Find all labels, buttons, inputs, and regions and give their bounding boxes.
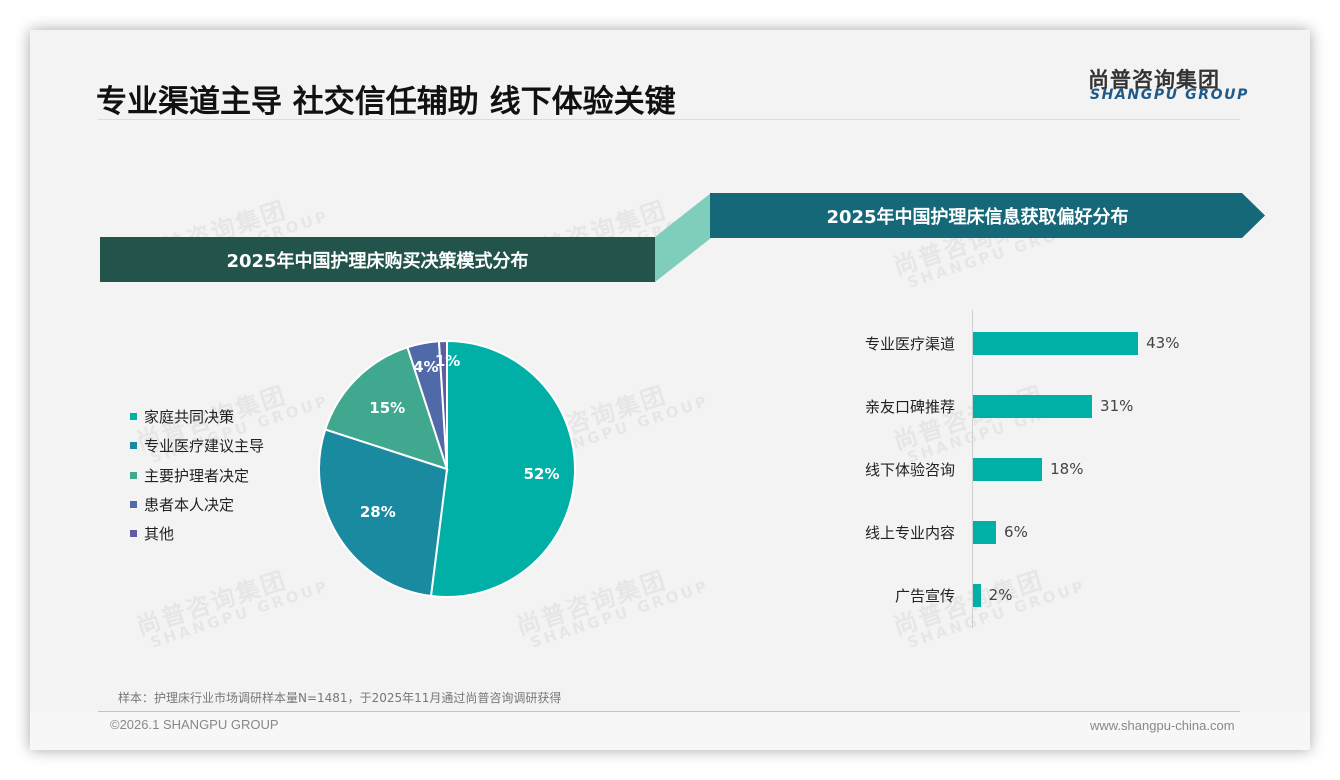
legend-label: 患者本人决定 xyxy=(144,496,235,515)
pie-slice-label: 4% xyxy=(413,358,439,377)
bar-value-label: 31% xyxy=(1100,397,1134,415)
legend-item: 主要护理者决定 xyxy=(130,461,264,490)
legend-item: 患者本人决定 xyxy=(130,490,264,519)
bar-chart-banner: 2025年中国护理床信息获取偏好分布 xyxy=(710,193,1245,238)
logo-english: SHANGPU GROUP xyxy=(1090,87,1249,103)
bar xyxy=(973,584,981,607)
bar xyxy=(973,395,1093,418)
logo-chinese: 尚普咨询集团 xyxy=(1088,68,1220,92)
bar-category-label: 广告宣传 xyxy=(894,587,955,605)
bar xyxy=(973,332,1139,355)
banner-connector xyxy=(655,193,711,282)
pie-chart-title: 2025年中国护理床购买决策模式分布 xyxy=(226,250,529,272)
legend-swatch xyxy=(130,413,137,421)
footer-divider xyxy=(98,711,1240,712)
title-divider xyxy=(98,119,1240,120)
bar-chart-banner-shape xyxy=(710,193,1265,238)
legend-item: 家庭共同决策 xyxy=(130,402,264,431)
legend-swatch xyxy=(130,471,137,479)
footer-band xyxy=(30,712,1310,750)
bar-chart-title: 2025年中国护理床信息获取偏好分布 xyxy=(826,206,1129,228)
bar-value-label: 43% xyxy=(1146,334,1180,352)
legend-swatch xyxy=(130,501,137,509)
website-link[interactable]: www.shangpu-china.com xyxy=(1090,718,1235,733)
pie-legend: 家庭共同决策 专业医疗建议主导 主要护理者决定 患者本人决定 其他 xyxy=(130,402,264,548)
legend-swatch xyxy=(130,530,137,538)
bar-category-label: 专业医疗渠道 xyxy=(864,335,955,353)
pie-slice xyxy=(437,339,448,470)
bar-axis xyxy=(972,310,973,628)
pie-chart-banner: 2025年中国护理床购买决策模式分布 xyxy=(100,237,655,282)
bar xyxy=(973,458,1043,481)
legend-label: 其他 xyxy=(144,525,175,544)
legend-label: 主要护理者决定 xyxy=(144,466,250,485)
pie-chart xyxy=(318,339,576,598)
bar-category-label: 线上专业内容 xyxy=(864,524,955,542)
legend-label: 家庭共同决策 xyxy=(144,408,235,427)
legend-item: 其他 xyxy=(130,519,264,548)
legend-label: 专业医疗建议主导 xyxy=(144,437,265,456)
legend-swatch xyxy=(130,442,137,450)
copyright: ©2026.1 SHANGPU GROUP xyxy=(110,717,279,732)
pie-slice-label: 52% xyxy=(523,464,560,483)
bar-category-label: 亲友口碑推荐 xyxy=(864,398,955,416)
bar-value-label: 18% xyxy=(1050,460,1084,478)
pie-slice xyxy=(429,339,576,598)
pie-slice-label: 28% xyxy=(359,502,396,521)
bar-category-label: 线下体验咨询 xyxy=(864,461,955,479)
bar-value-label: 6% xyxy=(1004,523,1028,541)
legend-item: 专业医疗建议主导 xyxy=(130,431,264,460)
pie-slice-label: 15% xyxy=(369,399,406,418)
bar xyxy=(973,521,997,544)
page-title: 专业渠道主导 社交信任辅助 线下体验关键 xyxy=(96,84,676,120)
pie-slice xyxy=(318,428,449,598)
pie-slice-label: 1% xyxy=(434,351,461,370)
sample-note: 样本：护理床行业市场调研样本量N=1481，于2025年11月通过尚普咨询调研获… xyxy=(118,691,562,705)
bar-value-label: 2% xyxy=(988,586,1013,604)
